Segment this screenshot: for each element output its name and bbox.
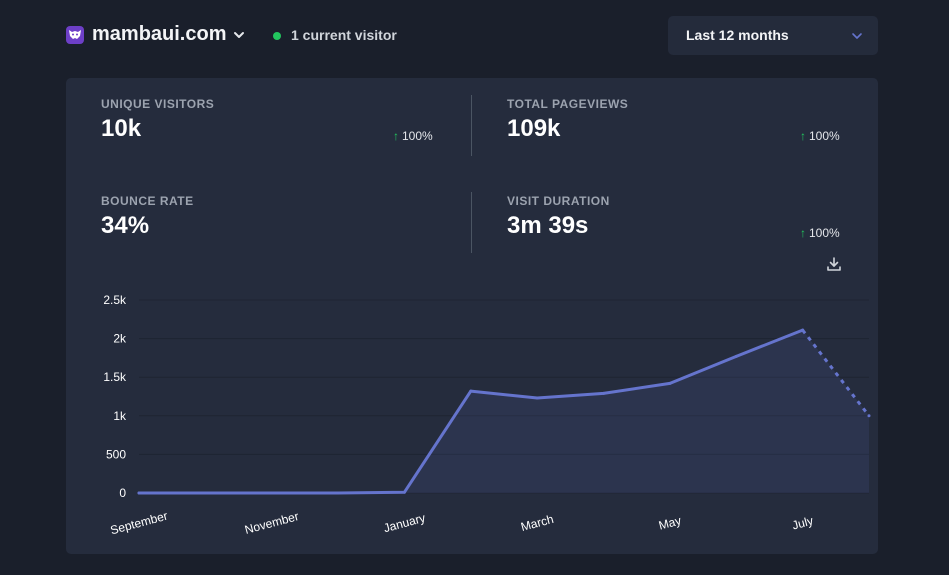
data-point bbox=[270, 491, 274, 495]
arrow-up-icon: ↑ bbox=[393, 129, 399, 143]
arrow-up-icon: ↑ bbox=[800, 226, 806, 240]
chevron-down-icon[interactable] bbox=[232, 28, 246, 42]
stats-card: UNIQUE VISITORS 10k ↑ 100% TOTAL PAGEVIEW… bbox=[66, 78, 878, 554]
data-point bbox=[203, 491, 207, 495]
data-point bbox=[336, 491, 340, 495]
series-line-incomplete bbox=[801, 329, 871, 417]
y-tick-label: 2.5k bbox=[103, 293, 127, 307]
data-point bbox=[734, 354, 738, 358]
x-tick-label: September bbox=[109, 509, 169, 538]
metric-label: TOTAL PAGEVIEWS bbox=[507, 97, 629, 111]
x-tick-label: January bbox=[382, 511, 427, 536]
metric-value: 3m 39s bbox=[507, 212, 589, 239]
x-tick-label: November bbox=[243, 509, 300, 537]
metric-change: ↑ 100% bbox=[800, 129, 840, 143]
data-point bbox=[801, 328, 805, 332]
data-point bbox=[535, 396, 539, 400]
chevron-down-icon bbox=[850, 29, 864, 43]
data-point bbox=[402, 490, 406, 494]
metric-value: 109k bbox=[507, 115, 561, 142]
data-point bbox=[137, 491, 141, 495]
period-label: Last 12 months bbox=[686, 27, 789, 43]
metric-label: UNIQUE VISITORS bbox=[101, 97, 215, 111]
period-select[interactable]: Last 12 months bbox=[668, 16, 878, 55]
y-tick-label: 1k bbox=[113, 409, 127, 423]
y-tick-label: 0 bbox=[119, 486, 126, 500]
x-tick-label: March bbox=[519, 512, 555, 534]
metric-value: 10k bbox=[101, 115, 142, 142]
metric-change-value: 100% bbox=[402, 129, 433, 143]
metric-change: ↑ 100% bbox=[393, 129, 433, 143]
download-icon[interactable] bbox=[826, 256, 842, 272]
x-tick-label: July bbox=[791, 513, 815, 532]
arrow-up-icon: ↑ bbox=[800, 129, 806, 143]
visitors-chart[interactable]: 0 500 1k 1.5k 2k 2.5k September November January… bbox=[66, 278, 878, 548]
metric-label: VISIT DURATION bbox=[507, 194, 610, 208]
y-tick-label: 1.5k bbox=[103, 370, 127, 384]
current-visitors[interactable]: 1 current visitor bbox=[291, 27, 397, 43]
live-status-dot bbox=[273, 32, 281, 40]
metric-change: ↑ 100% bbox=[800, 226, 840, 240]
metric-divider bbox=[471, 192, 472, 253]
chart-area bbox=[139, 330, 869, 493]
metric-value: 34% bbox=[101, 212, 150, 239]
metric-change-value: 100% bbox=[809, 129, 840, 143]
data-point bbox=[668, 381, 672, 385]
y-tick-label: 2k bbox=[113, 332, 127, 346]
x-tick-label: May bbox=[657, 513, 683, 532]
metric-label: BOUNCE RATE bbox=[101, 194, 194, 208]
y-tick-label: 500 bbox=[106, 447, 126, 461]
metric-change-value: 100% bbox=[809, 226, 840, 240]
data-point bbox=[469, 389, 473, 393]
metric-divider bbox=[471, 95, 472, 156]
data-point bbox=[602, 391, 606, 395]
data-point bbox=[867, 414, 871, 418]
site-logo-icon bbox=[66, 26, 84, 44]
site-name[interactable]: mambaui.com bbox=[92, 23, 227, 45]
